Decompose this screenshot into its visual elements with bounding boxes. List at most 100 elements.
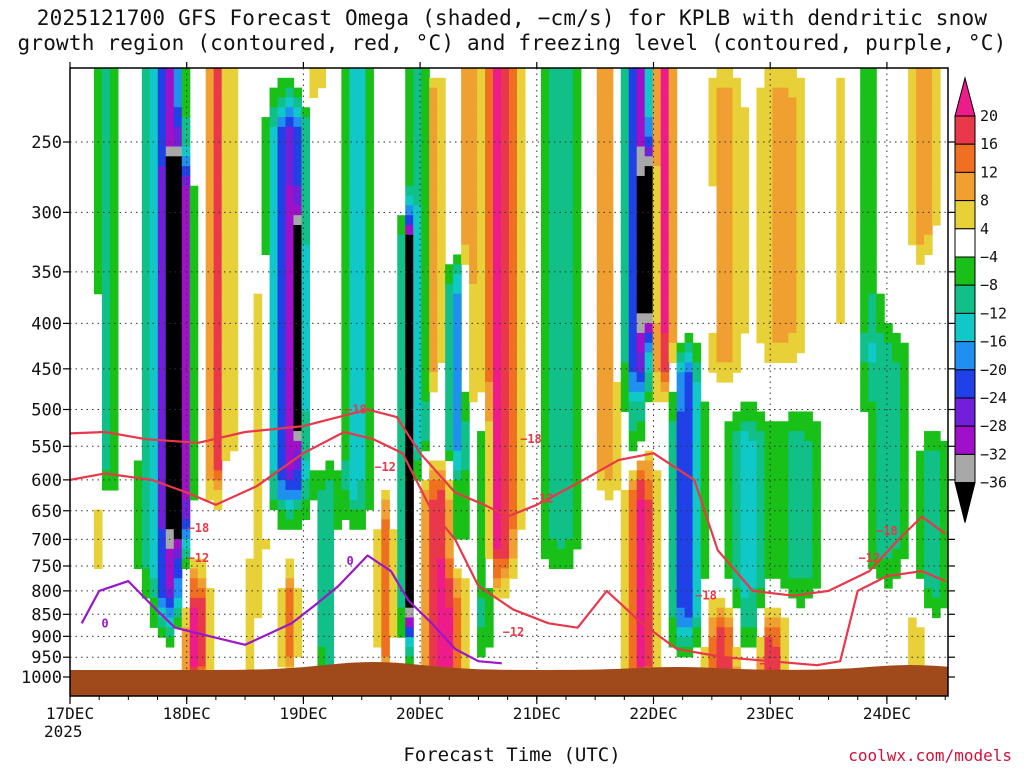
omega-cell — [461, 215, 470, 226]
omega-cell — [445, 303, 454, 314]
omega-cell — [572, 274, 582, 285]
omega-cell — [540, 440, 550, 452]
omega-cell — [620, 274, 630, 285]
colorbar-label: −12 — [980, 304, 1007, 322]
omega-cell — [660, 323, 670, 334]
omega-cell — [684, 568, 694, 579]
omega-cell — [916, 225, 925, 236]
omega-cell — [564, 225, 574, 236]
contour-label: −18 — [695, 589, 717, 603]
omega-cell — [700, 568, 710, 579]
omega-cell — [924, 166, 933, 177]
omega-cell — [564, 382, 574, 393]
omega-cell — [732, 87, 742, 99]
omega-cell — [469, 126, 478, 138]
omega-cell — [740, 126, 750, 138]
omega-cell — [876, 539, 885, 550]
omega-cell — [620, 126, 630, 138]
omega-cell — [181, 646, 191, 658]
omega-cell — [493, 411, 502, 422]
omega-cell — [501, 539, 510, 550]
omega-cell — [780, 303, 789, 314]
omega-cell — [437, 509, 446, 520]
omega-cell — [572, 431, 582, 442]
omega-cell — [101, 244, 111, 256]
omega-cell — [253, 460, 263, 471]
omega-cell — [788, 136, 797, 148]
omega-cell — [421, 539, 430, 550]
omega-cell — [772, 646, 781, 658]
omega-cell — [205, 107, 215, 118]
omega-cell — [477, 440, 486, 452]
omega-cell — [676, 627, 686, 638]
omega-cell — [469, 156, 478, 167]
omega-cell — [772, 489, 781, 501]
colorbar-label: 20 — [980, 107, 998, 125]
omega-cell — [668, 185, 678, 197]
omega-cell — [556, 126, 566, 138]
omega-cell — [165, 107, 175, 118]
omega-cell — [445, 362, 454, 373]
omega-cell — [173, 460, 183, 471]
omega-cell — [676, 509, 686, 520]
omega-cell — [660, 87, 670, 99]
omega-cell — [413, 450, 422, 462]
omega-cell — [564, 372, 574, 383]
omega-cell — [548, 185, 558, 197]
omega-cell — [317, 480, 327, 491]
omega-cell — [932, 117, 941, 128]
omega-cell — [333, 509, 342, 520]
omega-cell — [812, 509, 821, 520]
omega-cell — [644, 97, 654, 108]
omega-cell — [652, 205, 662, 216]
omega-cell — [724, 656, 734, 668]
omega-cell — [668, 352, 678, 363]
omega-cell — [397, 313, 406, 324]
omega-cell — [429, 215, 438, 226]
omega-cell — [644, 244, 654, 256]
omega-cell — [644, 637, 654, 648]
omega-cell — [628, 126, 638, 138]
omega-cell — [357, 215, 366, 226]
omega-cell — [149, 195, 159, 206]
plot-frame — [69, 67, 949, 697]
omega-cell — [253, 597, 263, 609]
omega-cell — [189, 283, 199, 295]
omega-cell — [293, 362, 303, 373]
omega-cell — [165, 421, 175, 432]
omega-cell — [157, 195, 167, 206]
omega-cell — [437, 460, 446, 471]
omega-cell — [213, 440, 223, 452]
omega-cell — [892, 332, 901, 344]
omega-cell — [101, 480, 111, 491]
omega-cell — [109, 107, 119, 118]
omega-cell — [924, 107, 933, 118]
omega-cell — [389, 548, 398, 560]
omega-cell — [612, 440, 622, 452]
omega-cell — [173, 146, 183, 157]
omega-cell — [780, 548, 789, 560]
omega-cell — [772, 313, 781, 324]
omega-cell — [772, 332, 781, 344]
omega-cell — [365, 401, 374, 413]
omega-cell — [916, 627, 925, 638]
omega-cell — [652, 146, 662, 157]
omega-cell — [365, 175, 374, 187]
omega-cell — [740, 489, 750, 501]
omega-cell — [932, 107, 941, 118]
omega-cell — [540, 529, 550, 540]
omega-cell — [644, 254, 654, 265]
omega-cell — [732, 480, 742, 491]
omega-cell — [556, 146, 566, 157]
omega-cell — [293, 293, 303, 305]
omega-cell — [173, 558, 183, 570]
omega-cell — [636, 578, 646, 589]
omega-cell — [772, 215, 781, 226]
omega-cell — [397, 391, 406, 403]
omega-cell — [516, 283, 526, 295]
omega-cell — [540, 489, 550, 501]
omega-cell — [189, 293, 199, 305]
omega-cell — [141, 480, 151, 491]
omega-cell — [868, 450, 877, 462]
omega-cell — [341, 460, 350, 471]
